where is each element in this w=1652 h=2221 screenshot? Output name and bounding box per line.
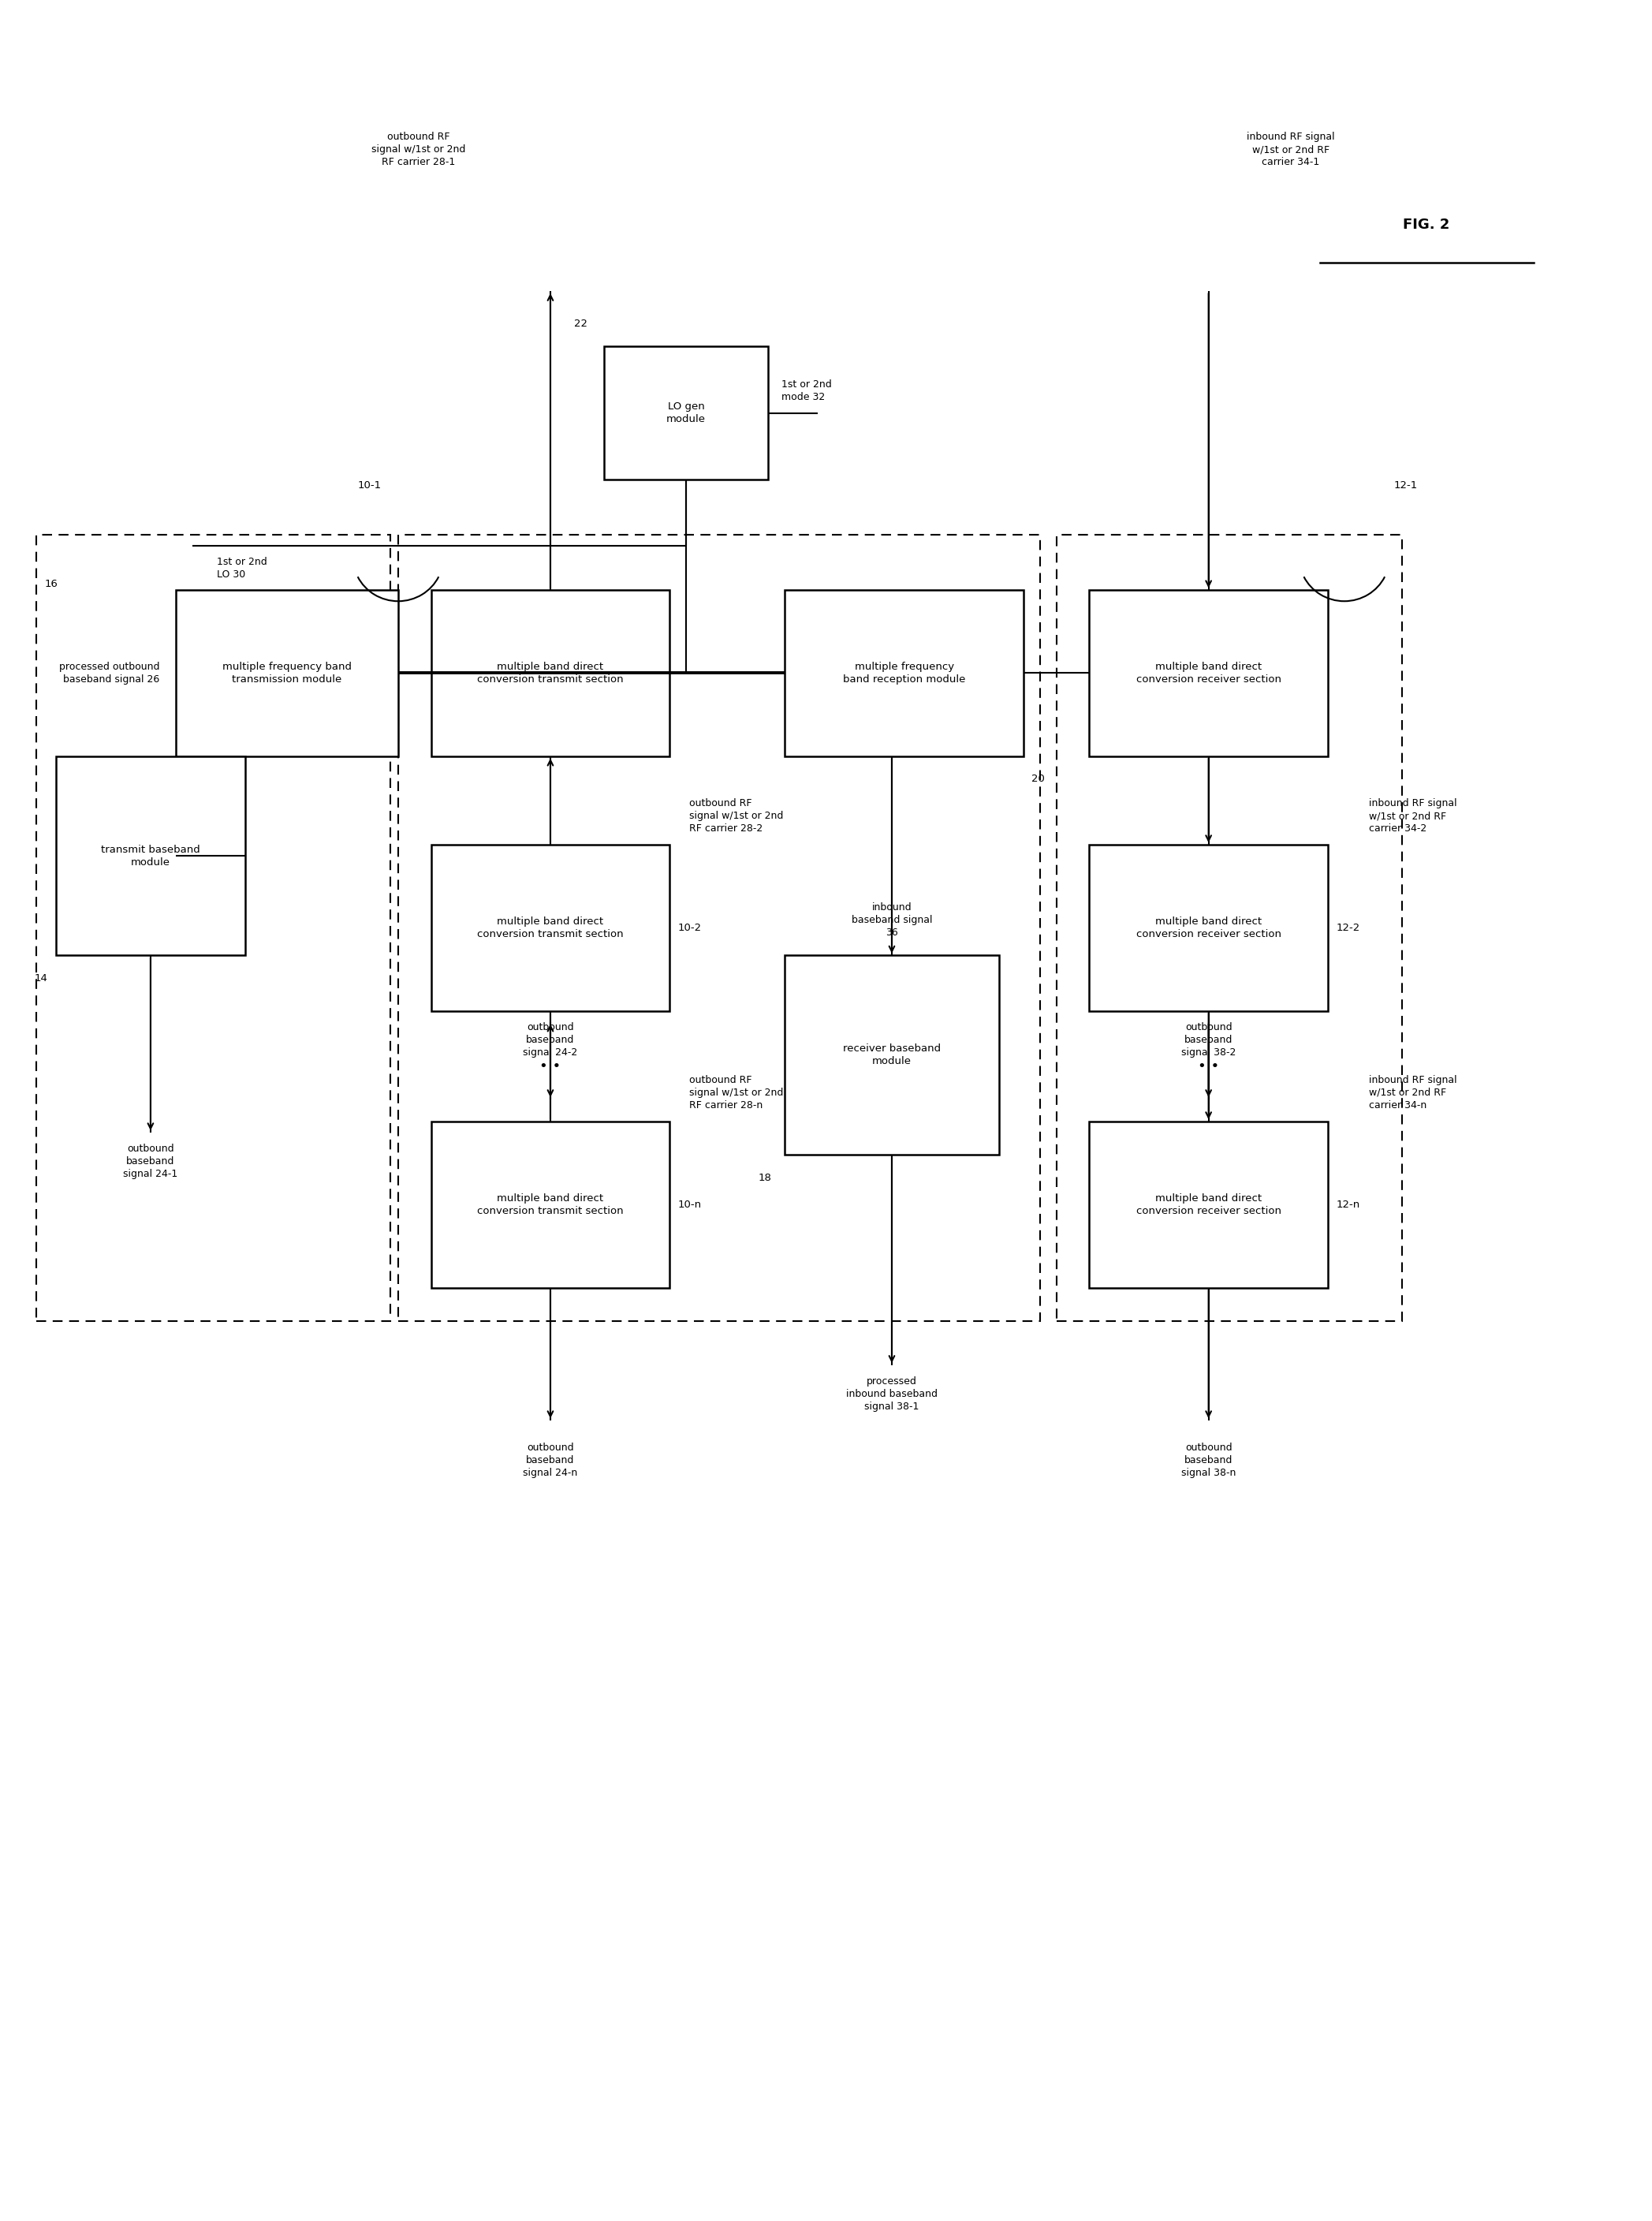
Text: 16: 16 <box>45 580 58 589</box>
Text: 10-1: 10-1 <box>358 480 382 491</box>
Text: processed outbound
baseband signal 26: processed outbound baseband signal 26 <box>59 662 160 684</box>
Text: inbound RF signal
w/1st or 2nd RF
carrier 34-1: inbound RF signal w/1st or 2nd RF carrie… <box>1247 131 1335 167</box>
Bar <box>431 1122 669 1288</box>
Bar <box>785 591 1024 755</box>
Text: outbound RF
signal w/1st or 2nd
RF carrier 28-2: outbound RF signal w/1st or 2nd RF carri… <box>689 797 783 833</box>
Text: processed
inbound baseband
signal 38-1: processed inbound baseband signal 38-1 <box>846 1377 938 1413</box>
Text: outbound
baseband
signal 38-2: outbound baseband signal 38-2 <box>1181 1022 1236 1057</box>
Text: multiple band direct
conversion transmit section: multiple band direct conversion transmit… <box>477 662 623 684</box>
Bar <box>1089 844 1328 1011</box>
Text: multiple frequency band
transmission module: multiple frequency band transmission mod… <box>223 662 352 684</box>
Text: 20: 20 <box>1032 773 1046 784</box>
Text: inbound RF signal
w/1st or 2nd RF
carrier 34-n: inbound RF signal w/1st or 2nd RF carrie… <box>1370 1075 1457 1110</box>
Text: 1st or 2nd
mode 32: 1st or 2nd mode 32 <box>781 380 833 402</box>
Text: LO gen
module: LO gen module <box>666 402 705 424</box>
Bar <box>56 755 244 955</box>
Bar <box>785 955 999 1155</box>
Text: 10-2: 10-2 <box>677 922 702 933</box>
Text: 18: 18 <box>758 1173 771 1184</box>
Bar <box>1056 535 1403 1321</box>
Bar <box>431 591 669 755</box>
Text: multiple band direct
conversion receiver section: multiple band direct conversion receiver… <box>1137 1193 1280 1217</box>
Bar <box>177 591 398 755</box>
Text: 14: 14 <box>35 973 48 984</box>
Bar <box>605 346 768 480</box>
Bar <box>398 535 1039 1321</box>
Text: • •: • • <box>1198 1059 1219 1073</box>
Text: receiver baseband
module: receiver baseband module <box>843 1044 940 1066</box>
Text: multiple band direct
conversion receiver section: multiple band direct conversion receiver… <box>1137 662 1280 684</box>
Text: 1st or 2nd
LO 30: 1st or 2nd LO 30 <box>216 557 268 580</box>
Text: multiple band direct
conversion transmit section: multiple band direct conversion transmit… <box>477 917 623 939</box>
Text: multiple band direct
conversion receiver section: multiple band direct conversion receiver… <box>1137 917 1280 939</box>
Bar <box>1089 1122 1328 1288</box>
Text: outbound RF
signal w/1st or 2nd
RF carrier 28-n: outbound RF signal w/1st or 2nd RF carri… <box>689 1075 783 1110</box>
Text: transmit baseband
module: transmit baseband module <box>101 844 200 866</box>
Text: 12-n: 12-n <box>1336 1199 1360 1210</box>
Text: outbound RF
signal w/1st or 2nd
RF carrier 28-1: outbound RF signal w/1st or 2nd RF carri… <box>372 131 466 167</box>
Bar <box>431 844 669 1011</box>
Bar <box>36 535 390 1321</box>
Text: outbound
baseband
signal 24-n: outbound baseband signal 24-n <box>524 1444 578 1479</box>
Text: 12-2: 12-2 <box>1336 922 1360 933</box>
Text: outbound
baseband
signal 38-n: outbound baseband signal 38-n <box>1181 1444 1236 1479</box>
Text: inbound RF signal
w/1st or 2nd RF
carrier 34-2: inbound RF signal w/1st or 2nd RF carrie… <box>1370 797 1457 833</box>
Text: 12-1: 12-1 <box>1394 480 1417 491</box>
Text: multiple band direct
conversion transmit section: multiple band direct conversion transmit… <box>477 1193 623 1217</box>
Text: 10-n: 10-n <box>677 1199 702 1210</box>
Text: inbound
baseband signal
36: inbound baseband signal 36 <box>851 902 932 937</box>
Bar <box>1089 591 1328 755</box>
Text: outbound
baseband
signal 24-2: outbound baseband signal 24-2 <box>524 1022 578 1057</box>
Text: FIG. 2: FIG. 2 <box>1403 218 1450 231</box>
Text: multiple frequency
band reception module: multiple frequency band reception module <box>843 662 965 684</box>
Text: outbound
baseband
signal 24-1: outbound baseband signal 24-1 <box>124 1144 178 1179</box>
Text: • •: • • <box>540 1059 562 1073</box>
Text: 22: 22 <box>573 318 588 329</box>
